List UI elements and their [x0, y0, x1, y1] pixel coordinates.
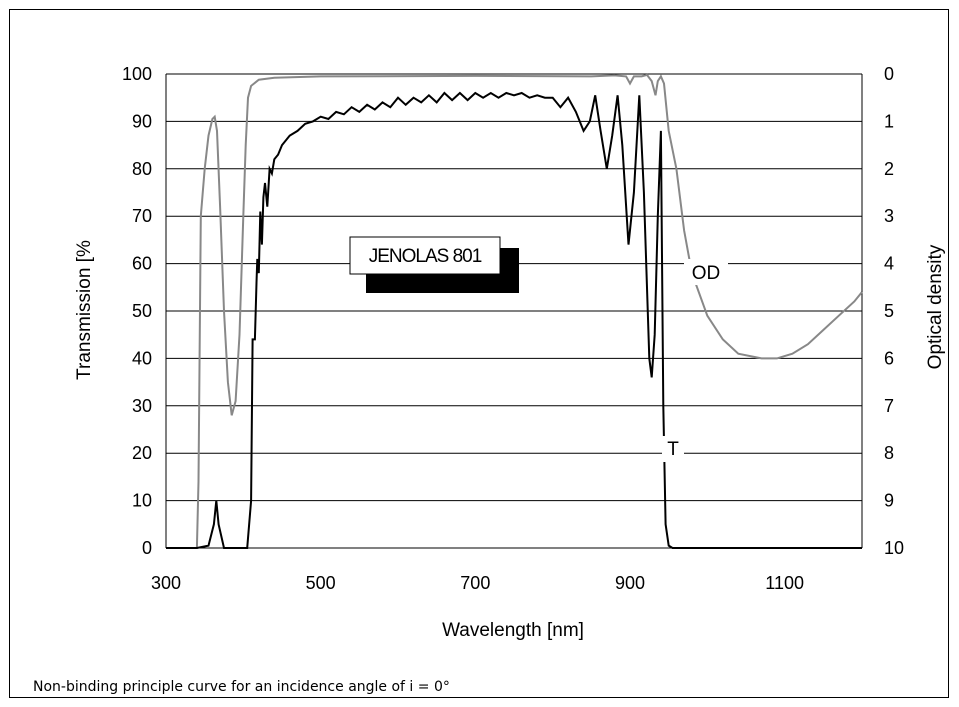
product-label: JENOLAS 801 — [349, 236, 519, 293]
chart-frame — [9, 9, 949, 698]
y2-tick-label: 7 — [884, 396, 894, 416]
y-tick-label: 80 — [132, 159, 152, 179]
y2-axis-title: Optical density — [925, 244, 946, 369]
y-tick-label: 90 — [132, 111, 152, 131]
y-tick-label: 10 — [132, 491, 152, 511]
y-tick-label: 50 — [132, 301, 152, 321]
t-label-bg — [662, 436, 684, 462]
product-label-text: JENOLAS 801 — [369, 246, 482, 267]
y2-tick-label: 3 — [884, 206, 894, 226]
series-t-line — [166, 91, 862, 549]
y2-tick-label: 9 — [884, 491, 894, 511]
series-label-od: OD — [692, 263, 721, 284]
y-tick-label: 30 — [132, 396, 152, 416]
series-od-line — [166, 73, 863, 549]
product-label-box — [349, 236, 501, 275]
y-tick-labels: 0 10 20 30 40 50 60 70 80 90 100 — [122, 64, 152, 558]
y-tick-label: 70 — [132, 206, 152, 226]
y-tick-label: 20 — [132, 443, 152, 463]
y-tick-label: 40 — [132, 348, 152, 368]
x-tick-label: 1100 — [765, 573, 804, 593]
y2-tick-label: 10 — [884, 538, 904, 558]
y-axis-title: Transmission [% — [74, 240, 95, 380]
y2-tick-label: 5 — [884, 301, 894, 321]
grid-lines — [166, 73, 862, 549]
y2-tick-label: 0 — [884, 64, 894, 84]
od-label-bg — [684, 259, 728, 285]
x-tick-label: 700 — [460, 573, 490, 593]
y2-tick-label: 8 — [884, 443, 894, 463]
y2-tick-label: 1 — [884, 111, 894, 131]
y2-tick-label: 2 — [884, 159, 894, 179]
y-tick-label: 0 — [142, 538, 152, 558]
x-tick-label: 300 — [151, 573, 181, 593]
x-axis-title: Wavelength [nm] — [442, 620, 584, 641]
y-tick-label: 100 — [122, 64, 152, 84]
caption: Non-binding principle curve for an incid… — [33, 679, 450, 695]
x-tick-label: 900 — [615, 573, 645, 593]
y2-tick-label: 4 — [884, 254, 894, 274]
y-tick-label: 60 — [132, 254, 152, 274]
series-label-t: T — [667, 439, 679, 460]
x-tick-label: 500 — [306, 573, 336, 593]
y2-tick-label: 6 — [884, 348, 894, 368]
x-tick-labels: 300 500 700 900 1100 — [151, 573, 804, 593]
